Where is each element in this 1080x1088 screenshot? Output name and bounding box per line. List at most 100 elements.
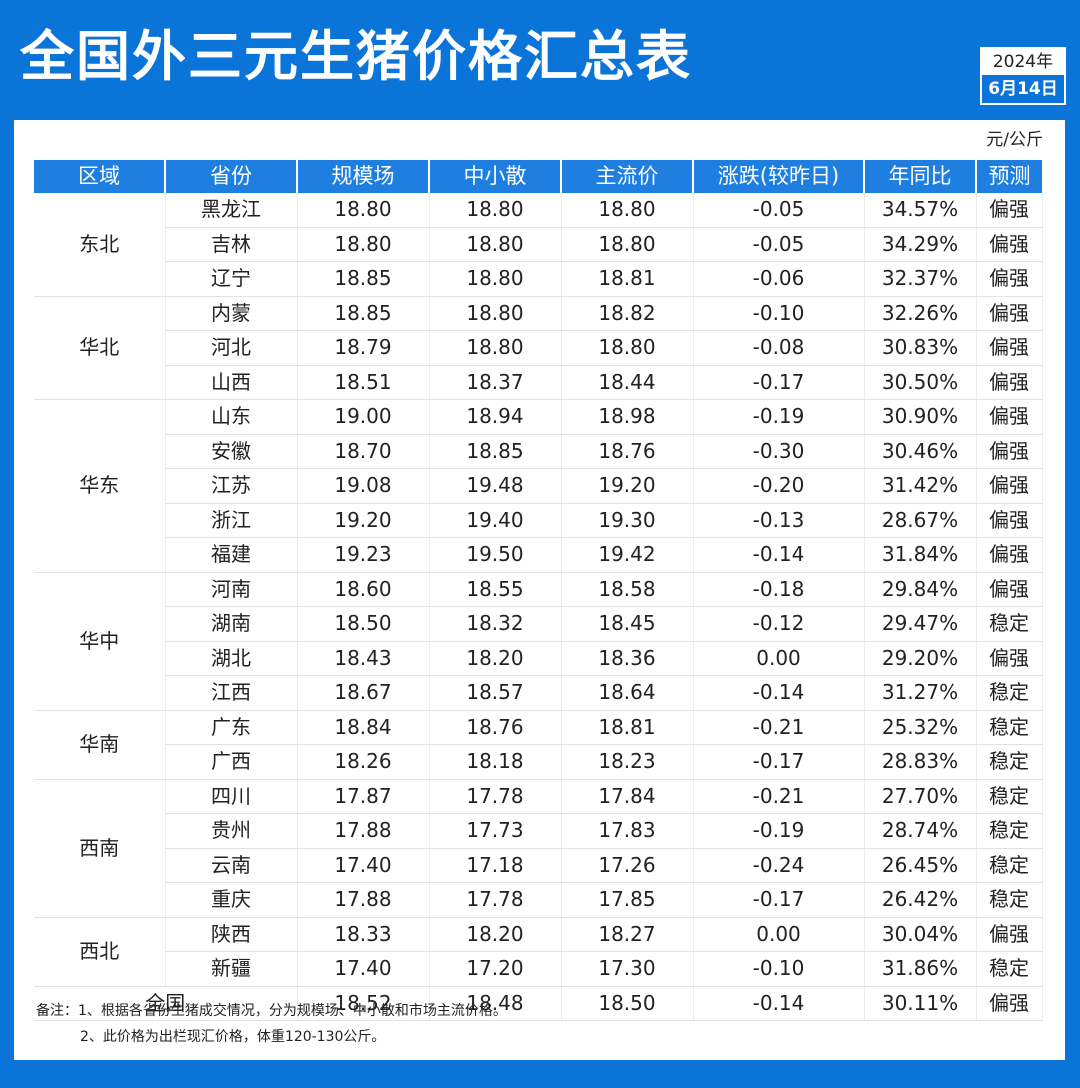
large-farm-price: 18.80 <box>297 227 430 262</box>
province-cell: 广西 <box>165 744 298 780</box>
province-cell: 贵州 <box>165 813 298 849</box>
column-header: 预测 <box>976 160 1042 193</box>
province-cell: 云南 <box>165 848 298 883</box>
yoy-cell: 30.46% <box>864 434 977 469</box>
forecast-cell: 偏强 <box>976 537 1043 573</box>
page-title: 全国外三元生猪价格汇总表 <box>20 25 692 88</box>
column-header: 涨跌(较昨日) <box>693 160 865 193</box>
change-cell: -0.18 <box>693 572 865 607</box>
small-farm-price: 17.18 <box>429 848 562 883</box>
small-farm-price: 17.20 <box>429 951 562 987</box>
yoy-cell: 34.57% <box>864 193 977 228</box>
large-farm-price: 18.70 <box>297 434 430 469</box>
change-cell: -0.10 <box>693 296 865 331</box>
small-farm-price: 17.78 <box>429 882 562 918</box>
small-farm-price: 18.37 <box>429 365 562 400</box>
province-cell: 河南 <box>165 572 298 607</box>
forecast-cell: 偏强 <box>976 330 1043 366</box>
yoy-cell: 31.42% <box>864 468 977 504</box>
region-cell: 西北 <box>34 917 166 987</box>
change-cell: -0.21 <box>693 710 865 745</box>
main-price: 18.76 <box>561 434 694 469</box>
large-farm-price: 17.88 <box>297 813 430 849</box>
yoy-cell: 32.26% <box>864 296 977 331</box>
province-cell: 重庆 <box>165 882 298 918</box>
large-farm-price: 18.26 <box>297 744 430 780</box>
table-row: 湖北 18.43 18.20 18.36 0.00 29.20% 偏强 <box>34 641 1043 676</box>
date-day: 6月14日 <box>982 75 1064 103</box>
table-row: 贵州 17.88 17.73 17.83 -0.19 28.74% 稳定 <box>34 813 1043 849</box>
forecast-cell: 偏强 <box>976 917 1043 952</box>
note-1: 备注：1、根据各省份生猪成交情况，分为规模场、中小散和市场主流价格。 <box>36 1003 507 1019</box>
yoy-cell: 32.37% <box>864 261 977 297</box>
column-header: 区域 <box>34 160 166 193</box>
price-table: 区域 省份 规模场 中小散 主流价 涨跌(较昨日) 年同比 预测 东北 黑龙江 18… <box>34 160 1043 1021</box>
province-cell: 山西 <box>165 365 298 400</box>
province-cell: 浙江 <box>165 503 298 538</box>
main-price: 19.30 <box>561 503 694 538</box>
change-cell: -0.19 <box>693 399 865 435</box>
table-row: 广西 18.26 18.18 18.23 -0.17 28.83% 稳定 <box>34 744 1043 780</box>
yoy-cell: 31.84% <box>864 537 977 573</box>
large-farm-price: 18.85 <box>297 261 430 297</box>
date-year: 2024年 <box>982 49 1064 75</box>
province-cell: 新疆 <box>165 951 298 987</box>
small-farm-price: 17.73 <box>429 813 562 849</box>
column-header: 中小散 <box>429 160 562 193</box>
table-header-row: 区域 省份 规模场 中小散 主流价 涨跌(较昨日) 年同比 预测 <box>34 160 1042 193</box>
small-farm-price: 17.78 <box>429 779 562 814</box>
table-row: 河北 18.79 18.80 18.80 -0.08 30.83% 偏强 <box>34 330 1043 366</box>
large-farm-price: 18.43 <box>297 641 430 676</box>
forecast-cell: 偏强 <box>976 572 1043 607</box>
table-row: 西北 陕西 18.33 18.20 18.27 0.00 30.04% 偏强 <box>34 917 1043 987</box>
forecast-cell: 偏强 <box>976 503 1043 538</box>
large-farm-price: 18.85 <box>297 296 430 331</box>
region-cell: 东北 <box>34 193 166 297</box>
region-cell: 华东 <box>34 399 166 573</box>
change-cell: -0.21 <box>693 779 865 814</box>
yoy-cell: 30.11% <box>864 986 977 1021</box>
change-cell: -0.05 <box>693 227 865 262</box>
forecast-cell: 稳定 <box>976 779 1043 814</box>
yoy-cell: 31.27% <box>864 675 977 711</box>
table-panel: 元/公斤 区域 省份 规模场 中小散 主流价 涨跌(较昨日) 年同比 预测 东北… <box>14 120 1065 1060</box>
province-cell: 辽宁 <box>165 261 298 297</box>
main-price: 18.80 <box>561 193 694 228</box>
notes: 备注：1、根据各省份生猪成交情况，分为规模场、中小散和市场主流价格。 2、此价格… <box>36 998 507 1050</box>
province-cell: 内蒙 <box>165 296 298 331</box>
main-price: 18.50 <box>561 986 694 1021</box>
small-farm-price: 18.80 <box>429 193 562 228</box>
yoy-cell: 29.20% <box>864 641 977 676</box>
yoy-cell: 30.90% <box>864 399 977 435</box>
table-row: 西南 四川 17.87 17.78 17.84 -0.21 27.70% 稳定 <box>34 779 1043 918</box>
table-row: 山西 18.51 18.37 18.44 -0.17 30.50% 偏强 <box>34 365 1043 400</box>
forecast-cell: 偏强 <box>976 227 1043 262</box>
small-farm-price: 18.85 <box>429 434 562 469</box>
yoy-cell: 30.83% <box>864 330 977 366</box>
province-cell: 广东 <box>165 710 298 745</box>
yoy-cell: 29.84% <box>864 572 977 607</box>
main-price: 18.58 <box>561 572 694 607</box>
forecast-cell: 偏强 <box>976 434 1043 469</box>
province-cell: 湖南 <box>165 606 298 642</box>
large-farm-price: 17.40 <box>297 848 430 883</box>
region-cell: 华中 <box>34 572 166 711</box>
small-farm-price: 18.80 <box>429 330 562 366</box>
forecast-cell: 稳定 <box>976 675 1043 711</box>
main-price: 18.64 <box>561 675 694 711</box>
region-cell: 西南 <box>34 779 166 918</box>
yoy-cell: 28.67% <box>864 503 977 538</box>
change-cell: -0.17 <box>693 744 865 780</box>
small-farm-price: 18.55 <box>429 572 562 607</box>
table-row: 华南 广东 18.84 18.76 18.81 -0.21 25.32% 稳定 <box>34 710 1043 780</box>
main-price: 18.45 <box>561 606 694 642</box>
table-row: 辽宁 18.85 18.80 18.81 -0.06 32.37% 偏强 <box>34 261 1043 297</box>
province-cell: 山东 <box>165 399 298 435</box>
yoy-cell: 30.50% <box>864 365 977 400</box>
change-cell: -0.24 <box>693 848 865 883</box>
table-row: 云南 17.40 17.18 17.26 -0.24 26.45% 稳定 <box>34 848 1043 883</box>
column-header: 年同比 <box>864 160 977 193</box>
main-price: 18.81 <box>561 261 694 297</box>
large-farm-price: 18.60 <box>297 572 430 607</box>
national-label: 全国 <box>34 986 298 1021</box>
